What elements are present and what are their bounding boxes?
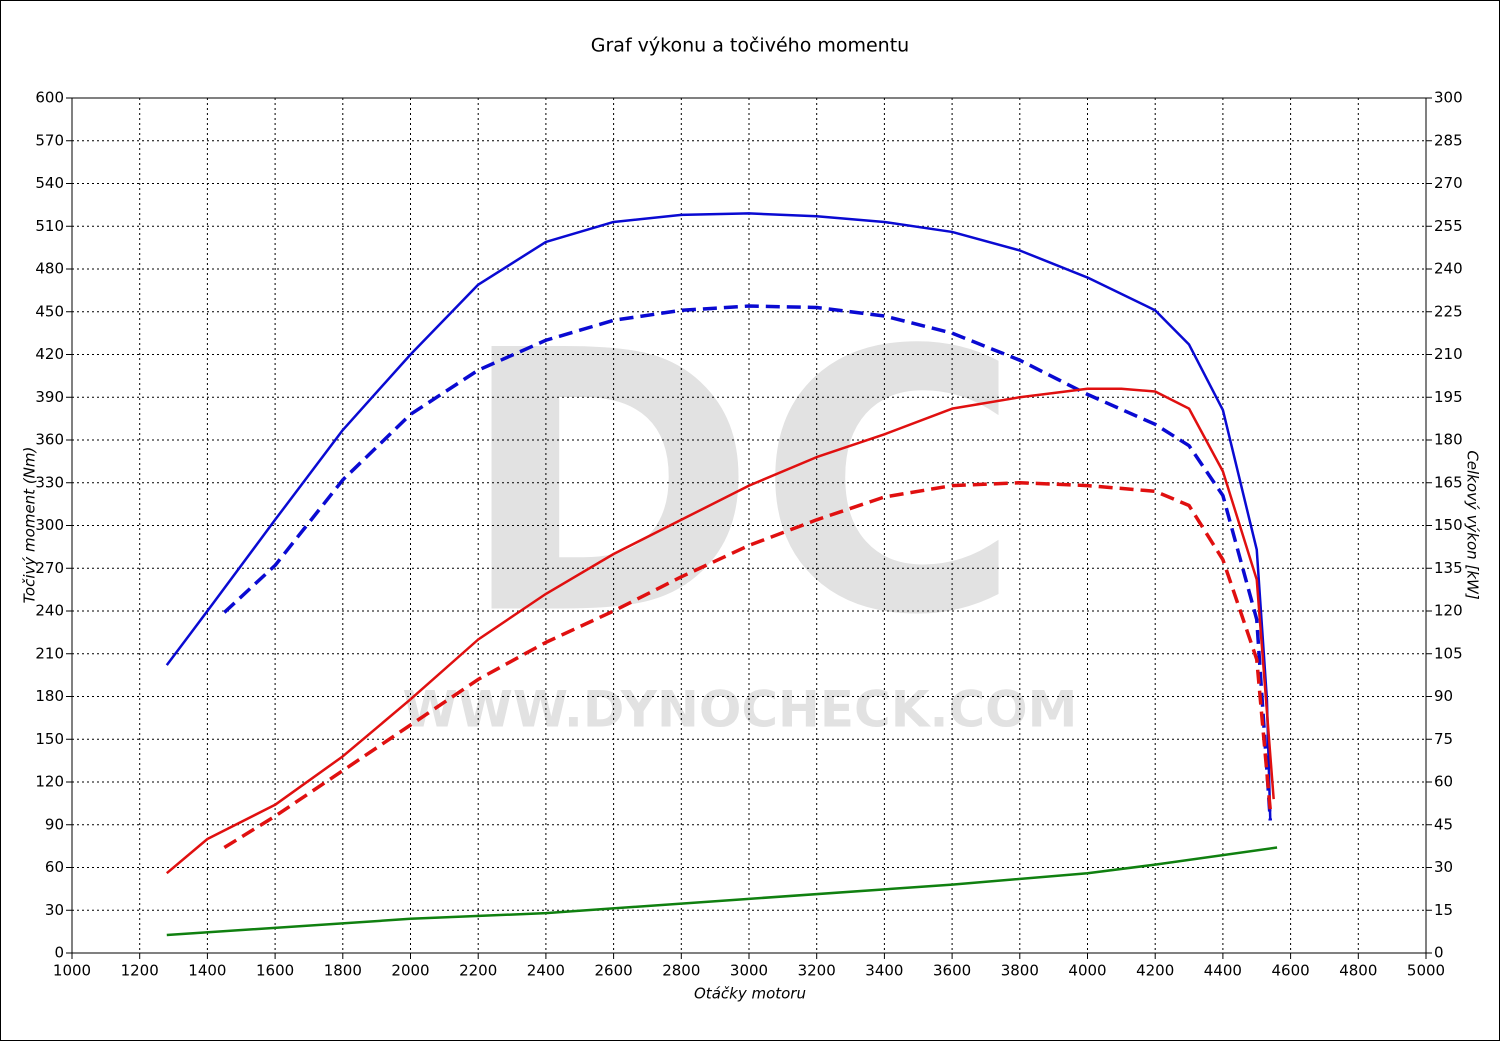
y2-tick-label: 255 (1434, 217, 1463, 235)
y2-tick-label: 15 (1434, 901, 1453, 919)
series-line (223, 304, 1273, 821)
x-tick-label: 1200 (121, 962, 159, 980)
y-axis-label: Točivý moment (Nm) (21, 447, 39, 604)
y-tick-label: 390 (35, 388, 64, 406)
y-tick-label: 120 (35, 773, 64, 791)
x-tick-label: 2000 (391, 962, 429, 980)
y2-tick-label: 0 (1434, 944, 1444, 962)
x-tick-label: 2400 (527, 962, 565, 980)
x-axis-label: Otáčky motoru (694, 985, 806, 1003)
x-tick-label: 4600 (1272, 962, 1310, 980)
y2-tick-label: 135 (1434, 559, 1463, 577)
series-line (165, 387, 1275, 875)
y2-tick-label: 195 (1434, 388, 1463, 406)
y2-tick-label: 210 (1434, 345, 1463, 363)
y-tick-label: 60 (45, 858, 64, 876)
y-tick-label: 150 (35, 730, 64, 748)
x-tick-label: 1600 (256, 962, 294, 980)
y2-tick-label: 90 (1434, 687, 1453, 705)
watermark-url: WWW.DYNOCHECK.COM (403, 681, 1078, 739)
y-tick-label: 330 (35, 473, 64, 491)
y-tick-label: 240 (35, 602, 64, 620)
x-tick-label: 2800 (662, 962, 700, 980)
y2-tick-label: 120 (1434, 602, 1463, 620)
watermark: DC (458, 274, 1021, 693)
x-tick-label: 4400 (1204, 962, 1242, 980)
plot-frame (71, 97, 1427, 954)
x-tick-label: 3800 (1001, 962, 1039, 980)
y2-tick-label: 75 (1434, 730, 1453, 748)
y2-tick-label: 285 (1434, 131, 1463, 149)
x-tick-label: 5000 (1407, 962, 1445, 980)
y2-tick-label: 165 (1434, 473, 1463, 491)
y2-tick-label: 270 (1434, 174, 1463, 192)
y2-tick-label: 180 (1434, 431, 1463, 449)
x-tick-label: 3600 (933, 962, 971, 980)
series-line (165, 212, 1272, 821)
y-tick-label: 420 (35, 345, 64, 363)
y-tick-label: 270 (35, 559, 64, 577)
x-tick-label: 3200 (798, 962, 836, 980)
y2-tick-label: 225 (1434, 302, 1463, 320)
x-tick-label: 1800 (324, 962, 362, 980)
y2-tick-label: 150 (1434, 516, 1463, 534)
x-tick-label: 1400 (188, 962, 226, 980)
y2-tick-label: 60 (1434, 773, 1453, 791)
y-tick-label: 570 (35, 131, 64, 149)
x-tick-label: 4200 (1136, 962, 1174, 980)
x-tick-label: 4000 (1068, 962, 1106, 980)
y2-tick-label: 45 (1434, 815, 1453, 833)
series-line (223, 481, 1273, 850)
y-tick-label: 450 (35, 302, 64, 320)
y2-axis-label: Celkový výkon [kW] (1464, 450, 1482, 600)
y-tick-label: 90 (45, 815, 64, 833)
y2-tick-label: 105 (1434, 644, 1463, 662)
y-tick-label: 510 (35, 217, 64, 235)
y-tick-label: 180 (35, 687, 64, 705)
y-tick-label: 600 (35, 89, 64, 107)
y-tick-label: 480 (35, 260, 64, 278)
x-tick-label: 3400 (865, 962, 903, 980)
y-tick-label: 30 (45, 901, 64, 919)
series-line (166, 846, 1278, 937)
chart-title: Graf výkonu a točivého momentu (591, 35, 909, 57)
y-tick-label: 300 (35, 516, 64, 534)
y-tick-label: 0 (54, 944, 64, 962)
x-tick-label: 3000 (730, 962, 768, 980)
y2-tick-label: 30 (1434, 858, 1453, 876)
y2-tick-label: 240 (1434, 260, 1463, 278)
y2-tick-label: 300 (1434, 89, 1463, 107)
y-tick-label: 360 (35, 431, 64, 449)
y-tick-label: 210 (35, 644, 64, 662)
x-tick-label: 4800 (1339, 962, 1377, 980)
x-tick-label: 2600 (595, 962, 633, 980)
y-tick-label: 540 (35, 174, 64, 192)
x-tick-label: 1000 (53, 962, 91, 980)
x-tick-label: 2200 (459, 962, 497, 980)
